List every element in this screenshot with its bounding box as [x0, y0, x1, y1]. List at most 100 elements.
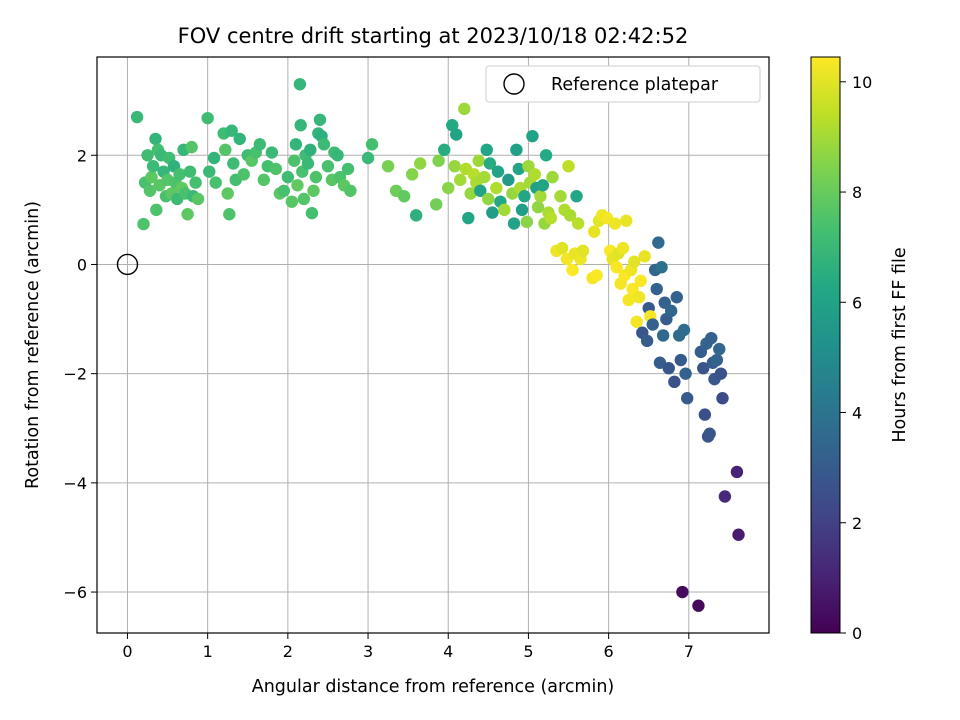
reference-platepar-marker [116, 253, 139, 276]
y-tick-label: −6 [63, 583, 87, 602]
data-point [668, 375, 681, 389]
x-tick-label: 0 [122, 642, 132, 661]
data-point [305, 206, 319, 220]
data-point [515, 203, 529, 217]
x-tick-label: 7 [684, 642, 694, 661]
data-point [189, 176, 202, 189]
data-point [518, 190, 531, 203]
data-point [531, 200, 545, 214]
data-point [438, 143, 451, 157]
data-point [679, 367, 692, 380]
data-point [304, 143, 317, 157]
data-point [288, 154, 301, 167]
data-point [143, 184, 157, 197]
data-point [539, 149, 553, 162]
data-point [664, 304, 678, 318]
data-point [432, 154, 445, 167]
data-point [137, 217, 150, 231]
data-point [697, 362, 710, 375]
data-point [281, 170, 295, 184]
data-point [285, 195, 299, 208]
data-point [510, 143, 523, 157]
data-point [409, 209, 423, 222]
colorbar-tick-label: 2 [852, 514, 862, 533]
data-point [705, 331, 718, 345]
data-point [713, 342, 726, 356]
data-point [656, 329, 670, 342]
y-axis-label: Rotation from reference (arcmin) [23, 201, 43, 489]
data-point [294, 119, 307, 132]
data-point [491, 165, 505, 178]
data-point [341, 162, 355, 176]
grid [97, 57, 769, 633]
data-point [454, 173, 467, 187]
data-point [703, 427, 716, 440]
data-point [141, 149, 154, 162]
colorbar: 0 2 4 6 8 10 Hours from first FF file [810, 56, 910, 643]
data-point [149, 132, 162, 146]
data-point [225, 124, 238, 137]
data-point [405, 168, 419, 181]
data-point [698, 408, 712, 421]
data-point [655, 260, 668, 274]
data-point [681, 392, 694, 405]
legend-box [485, 65, 761, 103]
colorbar-gradient [810, 56, 841, 634]
data-point [265, 146, 279, 159]
data-point [482, 192, 495, 206]
data-point [608, 217, 622, 230]
x-tick-label: 3 [363, 642, 373, 661]
data-point [442, 181, 455, 195]
data-point [150, 203, 163, 217]
colorbar-tick-label: 10 [852, 73, 872, 92]
data-point [145, 170, 158, 184]
data-point [413, 157, 427, 170]
data-point [448, 159, 461, 173]
data-point [528, 168, 542, 181]
data-point [628, 255, 641, 268]
x-tick-label: 5 [523, 642, 533, 661]
data-point [677, 323, 691, 337]
x-tick-label: 1 [203, 642, 213, 661]
data-point [590, 269, 603, 282]
data-point [462, 211, 475, 225]
data-point [520, 215, 534, 229]
data-point [566, 263, 579, 277]
colorbar-tick-label: 6 [852, 293, 862, 312]
data-point [534, 190, 547, 203]
data-point [293, 78, 307, 91]
x-axis-label: Angular distance from reference (arcmin) [252, 677, 615, 697]
data-point [430, 198, 443, 211]
data-point [361, 151, 375, 165]
data-point [185, 140, 198, 154]
data-point [536, 179, 550, 192]
data-point [732, 528, 745, 541]
data-point [674, 353, 687, 367]
data-point [710, 353, 724, 367]
legend-marker [503, 73, 525, 95]
data-point [307, 184, 320, 197]
colorbar-tick-label: 0 [852, 624, 862, 643]
data-point [526, 129, 539, 143]
data-point [483, 157, 497, 170]
data-point [381, 159, 395, 173]
colorbar-ticks: 0 2 4 6 8 10 [840, 73, 872, 643]
data-point [474, 184, 487, 197]
data-point [130, 110, 144, 124]
colorbar-label: Hours from first FF file [890, 247, 910, 442]
data-point [227, 157, 240, 170]
y-axis: −6 −4 −2 0 2 [63, 146, 97, 602]
data-point [203, 165, 216, 178]
data-point [209, 176, 222, 189]
data-point [207, 151, 221, 165]
data-point [181, 208, 194, 221]
data-point [317, 138, 331, 151]
y-tick-label: −4 [63, 474, 87, 493]
data-point [191, 192, 205, 206]
data-point [183, 165, 197, 178]
data-point [490, 181, 503, 195]
data-point [638, 250, 651, 263]
legend-label: Reference platepar [551, 75, 719, 95]
legend: Reference platepar [485, 65, 761, 103]
